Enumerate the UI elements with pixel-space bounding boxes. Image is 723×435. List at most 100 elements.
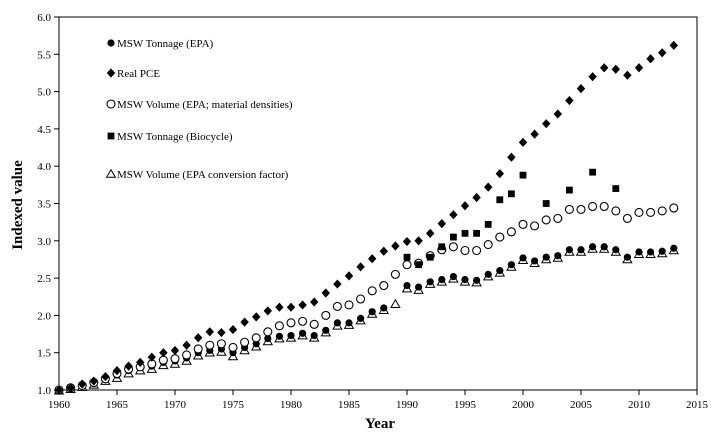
data-point <box>484 182 493 192</box>
data-point <box>611 206 621 216</box>
data-point <box>368 254 377 264</box>
data-point <box>159 348 168 358</box>
data-point <box>380 304 388 312</box>
data-point <box>612 185 620 192</box>
data-point <box>658 247 666 255</box>
data-point <box>588 201 598 212</box>
data-point <box>449 273 457 281</box>
data-point <box>193 344 203 354</box>
x-tick-label: 1970 <box>164 399 187 411</box>
data-point <box>554 252 562 260</box>
x-tick-label: 2015 <box>686 399 709 411</box>
data-point <box>403 253 411 261</box>
data-point <box>263 327 273 337</box>
data-point <box>623 253 632 261</box>
data-point <box>391 241 400 251</box>
data-point <box>460 201 470 211</box>
data-point <box>205 340 215 350</box>
y-axis-title: Indexed value <box>10 160 26 250</box>
data-point <box>460 245 470 256</box>
data-point <box>356 262 365 272</box>
data-point <box>390 298 401 309</box>
data-point <box>622 213 632 223</box>
data-point <box>507 261 515 269</box>
data-point <box>333 319 341 327</box>
data-point <box>589 168 596 176</box>
data-point <box>483 239 493 250</box>
data-point <box>473 276 481 284</box>
data-point <box>576 84 586 94</box>
legend-marker <box>106 68 116 78</box>
data-point <box>321 310 331 320</box>
data-point <box>518 137 528 147</box>
data-point <box>565 246 574 254</box>
data-point <box>356 294 366 304</box>
data-point <box>646 207 656 218</box>
legend-marker <box>106 99 116 109</box>
data-point <box>506 227 516 237</box>
data-point <box>194 333 203 343</box>
data-point <box>473 229 480 237</box>
legend-marker <box>105 168 117 178</box>
data-point <box>669 203 679 213</box>
data-point <box>124 361 133 371</box>
data-point <box>101 371 110 382</box>
data-point <box>495 232 505 242</box>
data-point <box>484 220 492 228</box>
data-point <box>472 245 482 256</box>
data-point <box>519 171 527 179</box>
data-point <box>367 286 377 296</box>
data-point <box>54 385 64 395</box>
data-point <box>310 331 318 340</box>
data-point <box>553 213 563 223</box>
data-point <box>542 119 551 129</box>
data-point <box>287 331 295 340</box>
data-point <box>182 340 191 350</box>
data-point <box>449 210 458 220</box>
data-point <box>402 236 412 247</box>
data-point <box>66 383 75 393</box>
data-point <box>264 334 272 343</box>
data-point <box>170 345 180 356</box>
data-point <box>368 308 376 316</box>
x-tick-label: 1995 <box>454 399 477 411</box>
data-point <box>345 319 353 327</box>
data-point <box>634 63 644 73</box>
data-point <box>437 219 446 229</box>
data-point <box>530 129 539 139</box>
data-point <box>415 261 422 269</box>
data-point <box>635 248 643 256</box>
y-tick-label: 1.0 <box>37 385 51 397</box>
data-point <box>518 219 528 229</box>
data-point <box>657 206 667 216</box>
x-tick-label: 1985 <box>338 399 361 411</box>
data-point <box>669 40 678 50</box>
data-point <box>599 201 609 212</box>
data-point <box>589 243 597 251</box>
data-point <box>322 326 330 334</box>
y-tick-label: 6.0 <box>37 12 51 24</box>
data-point <box>461 229 469 237</box>
data-point <box>495 169 504 179</box>
data-point <box>344 271 354 281</box>
data-point <box>647 248 655 256</box>
x-axis: 1960 1965 1970 1975 1980 1985 1990 1995 2000 2005… <box>48 390 709 411</box>
data-point <box>170 354 180 364</box>
x-tick-label: 2000 <box>512 399 535 411</box>
data-point <box>530 221 540 231</box>
y-tick-label: 3.5 <box>37 199 51 211</box>
data-point <box>403 281 411 290</box>
x-tick-label: 2005 <box>570 399 593 411</box>
data-point <box>379 281 389 291</box>
data-point <box>438 243 446 251</box>
data-point <box>333 279 342 289</box>
data-point <box>496 196 504 204</box>
legend-label: MSW Volume (EPA; material densities) <box>117 99 293 111</box>
data-series <box>53 40 680 395</box>
legend-label: Real PCE <box>117 68 160 80</box>
data-point <box>577 246 585 254</box>
data-point <box>461 275 469 284</box>
legend-marker <box>107 132 115 140</box>
data-point <box>251 333 261 343</box>
